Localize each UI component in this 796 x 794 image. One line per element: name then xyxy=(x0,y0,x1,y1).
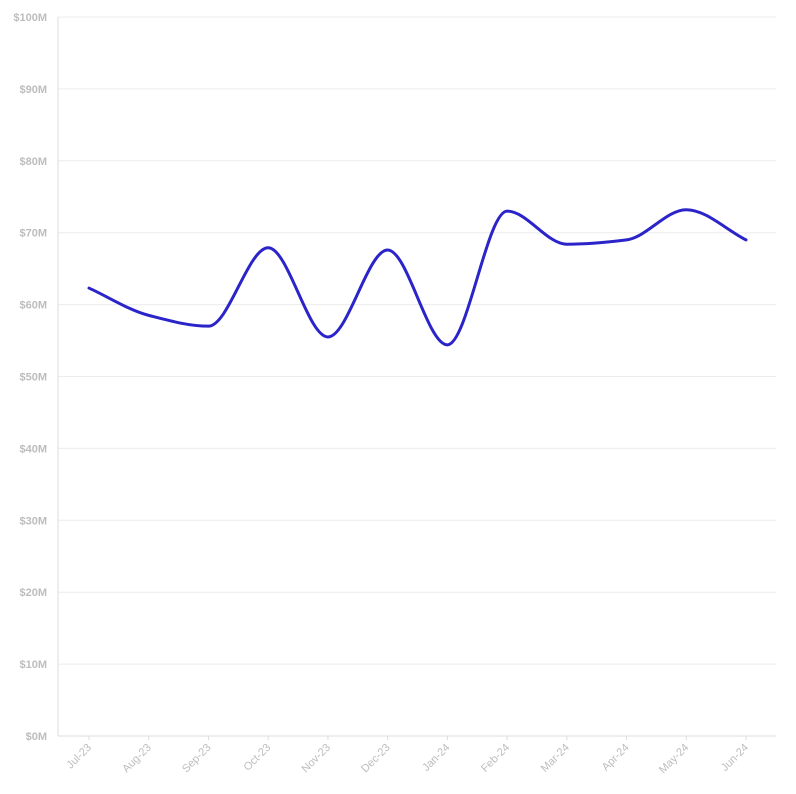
data-point[interactable] xyxy=(621,234,633,246)
x-tick-label: Jul-23 xyxy=(64,742,94,772)
data-point[interactable] xyxy=(202,320,214,332)
x-tick-label: Dec-23 xyxy=(359,742,393,776)
x-tick-label: May-24 xyxy=(657,742,691,776)
x-tick-label: Jun-24 xyxy=(719,742,751,774)
y-tick-label: $50M xyxy=(19,372,47,384)
data-point[interactable] xyxy=(740,234,752,246)
data-point[interactable] xyxy=(501,205,513,217)
y-tick-label: $0M xyxy=(26,731,47,743)
data-point[interactable] xyxy=(382,244,394,256)
y-tick-label: $80M xyxy=(19,156,47,168)
series-line xyxy=(87,208,748,347)
data-point[interactable] xyxy=(441,339,453,351)
x-tick-label: Feb-24 xyxy=(479,742,512,775)
y-tick-label: $20M xyxy=(19,587,47,599)
x-axis-tick-labels: Jul-23 Aug-23 Sep-23 Oct-23 Nov-23 Dec-23 Jan-… xyxy=(64,736,751,776)
x-tick-label: Sep-23 xyxy=(180,742,214,776)
data-point[interactable] xyxy=(83,282,95,294)
y-tick-label: $90M xyxy=(19,84,47,96)
y-tick-label: $30M xyxy=(19,515,47,527)
series-layer xyxy=(83,204,752,351)
data-point[interactable] xyxy=(322,331,334,343)
x-tick-label: Nov-23 xyxy=(299,742,333,776)
data-point[interactable] xyxy=(561,238,573,250)
x-tick-label: Aug-23 xyxy=(120,742,154,776)
x-tick-label: Apr-24 xyxy=(600,742,632,774)
y-tick-label: $40M xyxy=(19,443,47,455)
y-axis-tick-labels: $0M $10M $20M $30M $40M $50M $60M $70M $80M $90M $… xyxy=(13,12,47,743)
y-tick-label: $100M xyxy=(13,12,47,24)
data-point[interactable] xyxy=(143,309,155,321)
data-point[interactable] xyxy=(680,204,692,216)
y-tick-label: $70M xyxy=(19,228,47,240)
data-point[interactable] xyxy=(262,242,274,254)
y-tick-label: $10M xyxy=(19,659,47,671)
x-tick-label: Mar-24 xyxy=(539,742,572,775)
x-tick-label: Oct-23 xyxy=(241,742,273,774)
y-tick-label: $60M xyxy=(19,300,47,312)
grid-lines xyxy=(58,16,776,737)
x-tick-label: Jan-24 xyxy=(420,742,452,774)
